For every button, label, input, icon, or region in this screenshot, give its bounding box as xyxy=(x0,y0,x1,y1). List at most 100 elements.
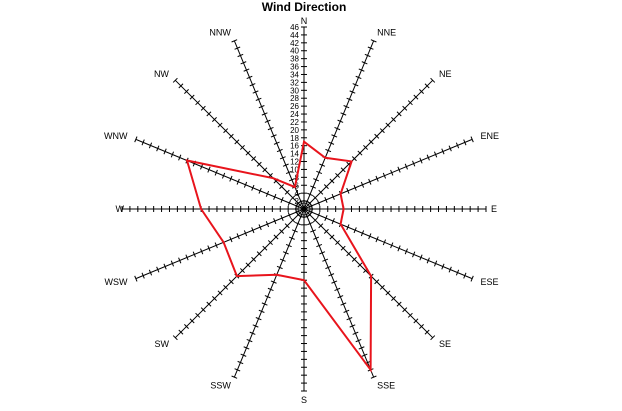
tick-mark xyxy=(322,258,329,262)
tick-mark xyxy=(375,175,379,182)
tick-mark xyxy=(340,302,347,306)
tick-mark xyxy=(134,136,138,143)
tick-mark xyxy=(280,215,284,222)
tick-mark xyxy=(412,251,416,258)
tick-mark xyxy=(234,46,241,50)
tick-mark xyxy=(258,224,262,231)
tick-mark xyxy=(357,262,363,268)
tick-mark xyxy=(178,83,184,89)
tick-mark xyxy=(324,215,328,222)
axis-NNW xyxy=(233,40,305,210)
tick-mark xyxy=(424,329,430,335)
tick-mark xyxy=(370,39,377,43)
tick-mark xyxy=(264,295,271,299)
tick-mark xyxy=(234,139,240,145)
tick-mark xyxy=(325,148,332,153)
tick-mark xyxy=(331,193,335,200)
tick-mark xyxy=(229,175,233,182)
tick-mark xyxy=(361,61,368,65)
tick-mark xyxy=(200,163,204,170)
tick-mark xyxy=(318,189,324,195)
tick-mark xyxy=(391,296,397,302)
tick-label: 26 xyxy=(290,102,299,111)
tick-mark xyxy=(325,265,332,270)
tick-label: 30 xyxy=(290,86,299,95)
tick-label: 46 xyxy=(290,23,299,32)
tick-mark xyxy=(239,144,245,150)
tick-mark xyxy=(200,105,206,111)
tick-label: 40 xyxy=(290,47,299,56)
tick-mark xyxy=(279,258,286,262)
tick-mark xyxy=(189,318,195,324)
tick-mark xyxy=(343,309,350,313)
direction-label-N: N xyxy=(301,16,308,26)
tick-mark xyxy=(256,161,262,167)
tick-mark xyxy=(433,260,438,267)
tick-mark xyxy=(231,375,238,379)
tick-mark xyxy=(328,273,335,277)
tick-mark xyxy=(192,251,196,258)
tick-mark xyxy=(351,256,357,262)
tick-mark xyxy=(240,61,247,65)
tick-mark xyxy=(279,228,285,234)
tick-mark xyxy=(243,346,250,350)
tick-mark xyxy=(313,178,320,182)
tick-mark xyxy=(255,317,262,321)
direction-label-SSE: SSE xyxy=(377,380,395,390)
tick-mark xyxy=(236,233,240,240)
tick-mark xyxy=(291,229,298,233)
tick-mark xyxy=(267,287,274,292)
tick-mark xyxy=(141,139,145,146)
tick-mark xyxy=(290,217,296,223)
tick-mark xyxy=(324,196,328,203)
tick-mark xyxy=(265,190,270,197)
tick-mark xyxy=(207,245,211,252)
tick-mark xyxy=(255,97,262,101)
tick-label: 18 xyxy=(290,134,299,143)
tick-mark xyxy=(200,307,206,313)
tick-mark xyxy=(280,196,284,203)
tick-mark xyxy=(170,260,175,267)
axis-NW xyxy=(174,79,305,210)
tick-mark xyxy=(310,229,317,233)
tick-mark xyxy=(470,136,474,143)
tick-mark xyxy=(178,329,184,335)
tick-mark xyxy=(273,141,280,145)
tick-mark xyxy=(329,234,335,240)
tick-mark xyxy=(156,145,160,152)
axis-NNE xyxy=(303,40,375,210)
tick-label: 36 xyxy=(290,63,299,72)
wind-series-line xyxy=(185,139,373,373)
tick-mark xyxy=(273,193,277,200)
tick-label: 38 xyxy=(290,55,299,64)
tick-mark xyxy=(360,230,365,237)
tick-mark xyxy=(172,77,178,83)
tick-mark xyxy=(239,268,245,274)
direction-labels: N NNE NE ENE E ESE SE SSE S SSW SW WSW W WNW NW NNW xyxy=(104,16,499,405)
tick-mark xyxy=(267,240,273,246)
tick-mark xyxy=(251,227,255,234)
tick-mark xyxy=(346,97,353,101)
tick-mark xyxy=(455,142,460,149)
tick-mark xyxy=(294,222,301,226)
tick-mark xyxy=(340,112,347,116)
tick-mark xyxy=(206,301,212,307)
tick-mark xyxy=(349,90,356,94)
tick-mark xyxy=(355,75,362,80)
tick-mark xyxy=(355,338,362,343)
tick-mark xyxy=(385,122,391,128)
tick-mark xyxy=(413,94,419,100)
tick-mark xyxy=(236,178,240,185)
direction-label-SE: SE xyxy=(439,339,451,349)
tick-mark xyxy=(287,212,291,219)
tick-mark xyxy=(273,234,279,240)
tick-mark xyxy=(419,254,423,261)
tick-label: 14 xyxy=(290,150,299,159)
tick-mark xyxy=(256,251,262,257)
tick-mark xyxy=(251,156,257,162)
axis-SW xyxy=(174,208,305,339)
tick-mark xyxy=(441,263,445,270)
tick-mark xyxy=(407,100,413,106)
tick-mark xyxy=(391,116,397,122)
tick-mark xyxy=(252,90,259,94)
